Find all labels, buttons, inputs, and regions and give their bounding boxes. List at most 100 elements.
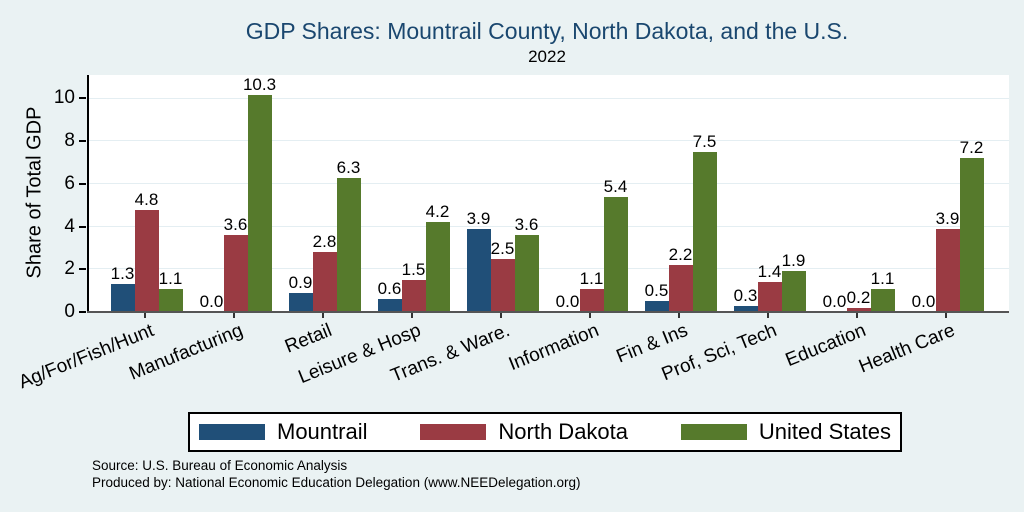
bar-rect [158,288,183,312]
x-tick-mark [588,313,591,318]
x-tick-mark [855,313,858,318]
x-tick-label: Health Care [855,320,958,378]
bar-north-dakota: 1.1 [579,75,604,312]
bar-group: 0.6 1.5 4.2 [369,75,458,312]
x-tick-label: Information [505,320,602,376]
bar-rect [959,158,984,312]
x-tick-mark [677,313,680,318]
bar-value-label: 2.5 [490,238,515,258]
legend: Mountrail North Dakota United States [188,412,902,452]
bar-north-dakota: 0.2 [846,75,871,312]
bar-group: 0.0 0.2 1.1 [814,75,903,312]
bar-rect [870,288,895,312]
x-tick-mark [499,313,502,318]
legend-swatch [680,424,747,440]
bar-mountrail: 0.6 [377,75,402,312]
bar-north-dakota: 3.9 [935,75,960,312]
bar-mountrail: 0.5 [644,75,669,312]
bar-north-dakota: 2.5 [490,75,515,312]
bar-value-label: 0.0 [822,292,847,311]
bar-value-label: 4.2 [425,202,450,222]
bar-united-states: 1.1 [870,75,895,312]
bar-group: 3.9 2.5 3.6 [458,75,547,312]
bar-north-dakota: 2.8 [312,75,337,312]
bar-mountrail: 0.9 [288,75,313,312]
bar-value-label: 0.0 [555,292,580,311]
x-tick-label: Retail [281,320,335,358]
bar-rect [757,282,782,312]
x-axis-line [87,311,1009,313]
bar-north-dakota: 2.2 [668,75,693,312]
bar-north-dakota: 1.5 [401,75,426,312]
bar-value-label: 0.3 [733,285,758,305]
y-tick-mark [79,311,86,313]
bar-mountrail: 0.0 [912,75,936,312]
bar-group: 1.3 4.8 1.1 [102,75,191,312]
bar-rect [336,177,361,312]
bar-value-label: 2.8 [312,232,337,252]
bar-rect [110,284,135,312]
legend-entry: United States [680,419,891,445]
bar-united-states: 4.2 [425,75,450,312]
bar-value-label: 3.6 [223,215,248,235]
bar-value-label: 1.1 [158,268,183,288]
x-tick-mark [321,313,324,318]
bar-value-label: 6.3 [336,157,361,177]
y-tick-label: 6 [64,172,75,194]
x-tick-mark [944,313,947,318]
bar-value-label: 0.9 [288,272,313,292]
bar-united-states: 7.2 [959,75,984,312]
x-tick-label: Education [782,320,869,372]
bar-mountrail: 0.0 [200,75,224,312]
bar-mountrail: 0.0 [556,75,580,312]
bar-rect [668,265,693,312]
y-tick-label: 8 [64,130,75,152]
bar-value-label: 7.5 [692,131,717,151]
bar-united-states: 10.3 [243,75,276,312]
y-tick-mark [79,97,86,100]
bar-rect [312,252,337,312]
bar-value-label: 0.0 [199,292,224,311]
bar-value-label: 0.2 [846,287,871,307]
bar-value-label: 1.9 [781,251,806,271]
bar-mountrail: 0.0 [823,75,847,312]
y-tick-mark [79,268,86,271]
bar-value-label: 3.6 [514,215,539,235]
bar-value-label: 1.4 [757,262,782,282]
bar-rect [603,196,628,312]
bar-rect [733,305,758,312]
bar-rect [935,228,960,312]
bar-mountrail: 3.9 [466,75,491,312]
bar-united-states: 3.6 [514,75,539,312]
gridline [89,225,1009,227]
bar-mountrail: 1.3 [110,75,135,312]
gridline [89,140,1009,142]
bar-rect [401,279,426,312]
bar-value-label: 1.1 [870,268,895,288]
bar-rect [846,307,871,312]
bar-rect [781,271,806,312]
bar-value-label: 5.4 [603,176,628,196]
legend-label: Mountrail [277,419,368,444]
legend-entry: North Dakota [420,419,628,445]
bar-united-states: 5.4 [603,75,628,312]
bar-rect [377,299,402,312]
y-tick-label: 4 [64,215,75,237]
chart-subtitle: 2022 [528,47,566,66]
bar-value-label: 7.2 [959,138,984,158]
x-tick-mark [766,313,769,318]
legend-entry: Mountrail [199,419,367,445]
bar-united-states: 7.5 [692,75,717,312]
bar-value-label: 0.6 [377,279,402,299]
bar-rect [134,209,159,312]
y-tick-label: 0 [64,301,75,322]
bar-united-states: 6.3 [336,75,361,312]
bar-value-label: 2.2 [668,245,693,265]
bar-rect [490,258,515,312]
bar-group: 0.0 1.1 5.4 [547,75,636,312]
legend-label: United States [758,419,891,444]
bar-value-label: 10.3 [242,75,277,94]
produced-by-line: Produced by: National Economic Education… [92,475,581,490]
y-tick-label: 10 [53,87,75,109]
bar-rect [644,301,669,312]
